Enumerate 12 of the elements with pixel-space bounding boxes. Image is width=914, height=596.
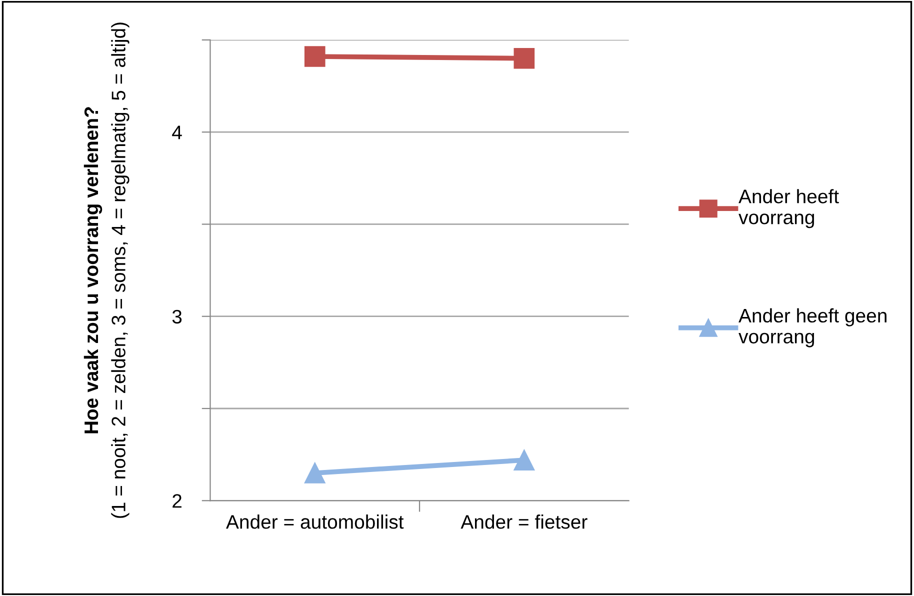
legend-label: Ander heeft geen voorrang xyxy=(738,308,886,348)
point xyxy=(514,450,535,471)
point xyxy=(304,46,326,67)
y-axis-title: Hoe vaak zou u voorrang verlenen? (1 = nooit, 2 = zelden, 3 = soms, 4 = regelmatig, 5 = altijd) xyxy=(84,22,130,518)
y-tick-label: 3 xyxy=(172,310,182,324)
y-tick-label: 2 xyxy=(172,494,182,508)
x-tick-label: Ander = automobilist xyxy=(226,514,404,529)
y-tick-label: 4 xyxy=(172,126,182,140)
point xyxy=(304,462,326,484)
x-tick-label: Ander = fietser xyxy=(460,514,588,529)
legend-label: Ander heeft voorrang xyxy=(738,189,839,228)
point xyxy=(514,48,535,69)
